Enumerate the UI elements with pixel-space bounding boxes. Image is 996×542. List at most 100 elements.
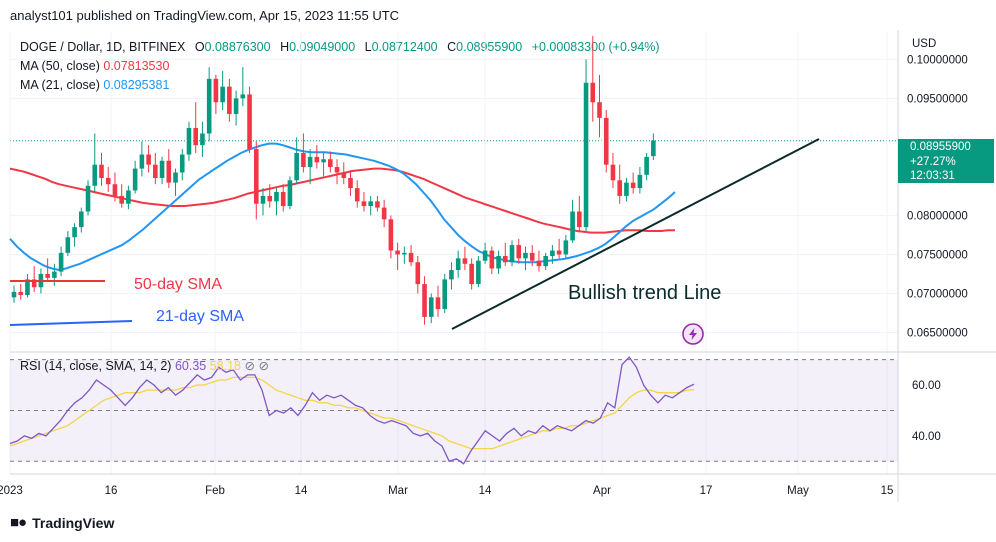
- candle-body: [408, 252, 414, 263]
- candle-body: [58, 252, 64, 272]
- candle-body: [422, 284, 427, 317]
- rsi-axis-ticks: 60.00 40.00: [912, 380, 941, 443]
- candle-body: [153, 164, 158, 178]
- candle-body: [267, 195, 273, 202]
- annotation-lines: [9, 138, 820, 330]
- brand-name: TradingView: [32, 514, 115, 531]
- high-label: H: [280, 40, 290, 54]
- candle-body: [173, 172, 178, 183]
- candle-body: [455, 258, 461, 271]
- symbol-label[interactable]: DOGE / Dollar, 1D, BITFINEX: [20, 40, 186, 54]
- candle-body: [45, 273, 50, 278]
- candle-body: [99, 164, 104, 178]
- footer-brand[interactable]: ■● TradingView: [10, 514, 114, 531]
- candle-body: [375, 201, 380, 208]
- candle-body: [92, 164, 98, 186]
- candle-body: [301, 152, 306, 168]
- open-value: 0.08876300: [204, 40, 271, 54]
- candle-body: [603, 117, 609, 165]
- candle-body: [159, 160, 165, 178]
- ma21-label: MA (21, close): [20, 78, 100, 92]
- candle-body: [11, 291, 17, 298]
- candle-body: [361, 201, 367, 207]
- candle-body: [287, 180, 293, 207]
- candle-body: [294, 152, 299, 181]
- time-tick-label: 2023: [0, 485, 23, 497]
- candle-body: [536, 260, 542, 267]
- ma50-label: MA (50, close): [20, 59, 100, 73]
- ma21-value: 0.08295381: [103, 78, 170, 92]
- time-tick-label: 14: [479, 485, 492, 497]
- sma21-marker-line: [9, 320, 133, 326]
- bar-countdown: 12:03:31: [910, 170, 955, 182]
- candle-body: [65, 237, 71, 253]
- time-tick-label: 14: [295, 485, 308, 497]
- candle-body: [402, 252, 407, 255]
- time-tick-label: 15: [881, 485, 894, 497]
- high-value: 0.09049000: [289, 40, 356, 54]
- candle-body: [449, 270, 454, 280]
- candle-body: [233, 98, 239, 114]
- candle-body: [321, 159, 326, 163]
- candle-body: [18, 291, 24, 296]
- candle-body: [260, 195, 266, 204]
- candle-body: [341, 172, 347, 178]
- candle-body: [132, 168, 138, 191]
- time-tick-label: Apr: [593, 485, 611, 497]
- candle-body: [516, 245, 522, 259]
- time-tick-label: 17: [700, 485, 713, 497]
- candle-body: [617, 180, 622, 196]
- candle-body: [529, 252, 535, 261]
- time-tick-label: 16: [105, 485, 118, 497]
- ma21-line: [9, 142, 676, 272]
- moving-averages: [9, 142, 676, 272]
- rsi-label: RSI (14, close, SMA, 14, 2): [20, 359, 172, 373]
- price-tick-label: 0.06500000: [907, 327, 968, 339]
- candle-body: [126, 190, 131, 204]
- trend-line: [451, 138, 820, 330]
- candle-body: [556, 250, 562, 255]
- candle-body: [193, 128, 199, 146]
- rsi-legend[interactable]: RSI (14, close, SMA, 14, 2) 60.35 58.18 …: [20, 358, 269, 373]
- candle-body: [543, 256, 548, 267]
- lightning-icon[interactable]: [682, 323, 704, 345]
- visibility-icon[interactable]: ⊘: [258, 359, 269, 373]
- low-label: L: [364, 40, 372, 54]
- low-value: 0.08712400: [371, 40, 438, 54]
- candle-body: [334, 167, 340, 173]
- rsi-tick-label: 40.00: [912, 431, 941, 443]
- price-tick-label: 0.07000000: [907, 288, 968, 300]
- candle-body: [395, 250, 400, 255]
- price-axis-ticks[interactable]: 0.10000000 0.09500000 0.08000000 0.07500000…: [907, 54, 968, 339]
- candle-body: [476, 260, 481, 285]
- candle-body: [415, 262, 421, 285]
- time-axis-ticks[interactable]: 2023 16 Feb 14 Mar 14 Apr 17 May 15: [0, 485, 893, 497]
- ma50-legend[interactable]: MA (50, close) 0.07813530: [20, 57, 660, 76]
- sma50-annotation: 50-day SMA: [134, 276, 222, 293]
- time-tick-label: Feb: [205, 485, 225, 497]
- candle-body: [280, 192, 286, 207]
- change-value: +0.00083300 (+0.94%): [531, 40, 660, 54]
- candle-body: [328, 159, 333, 168]
- rsi-lines: [9, 356, 695, 465]
- ma21-legend[interactable]: MA (21, close) 0.08295381: [20, 76, 660, 95]
- candle-body: [469, 263, 474, 285]
- candle-body: [563, 240, 569, 255]
- candle-body: [240, 94, 246, 99]
- rsi-guides: [10, 359, 898, 462]
- candle-body: [213, 78, 219, 103]
- candles: [11, 35, 656, 325]
- candle-body: [462, 258, 468, 264]
- candle-body: [590, 82, 596, 103]
- candle-body: [146, 154, 151, 165]
- candle-body: [119, 195, 124, 204]
- candle-body: [72, 227, 77, 238]
- visibility-icon[interactable]: ⊘: [244, 359, 255, 373]
- candle-body: [550, 250, 555, 256]
- candle-body: [25, 279, 30, 296]
- candle-body: [624, 182, 629, 196]
- candle-body: [610, 164, 616, 181]
- rsi-value: 60.35: [174, 359, 207, 373]
- price-tick-label: 0.10000000: [907, 54, 968, 66]
